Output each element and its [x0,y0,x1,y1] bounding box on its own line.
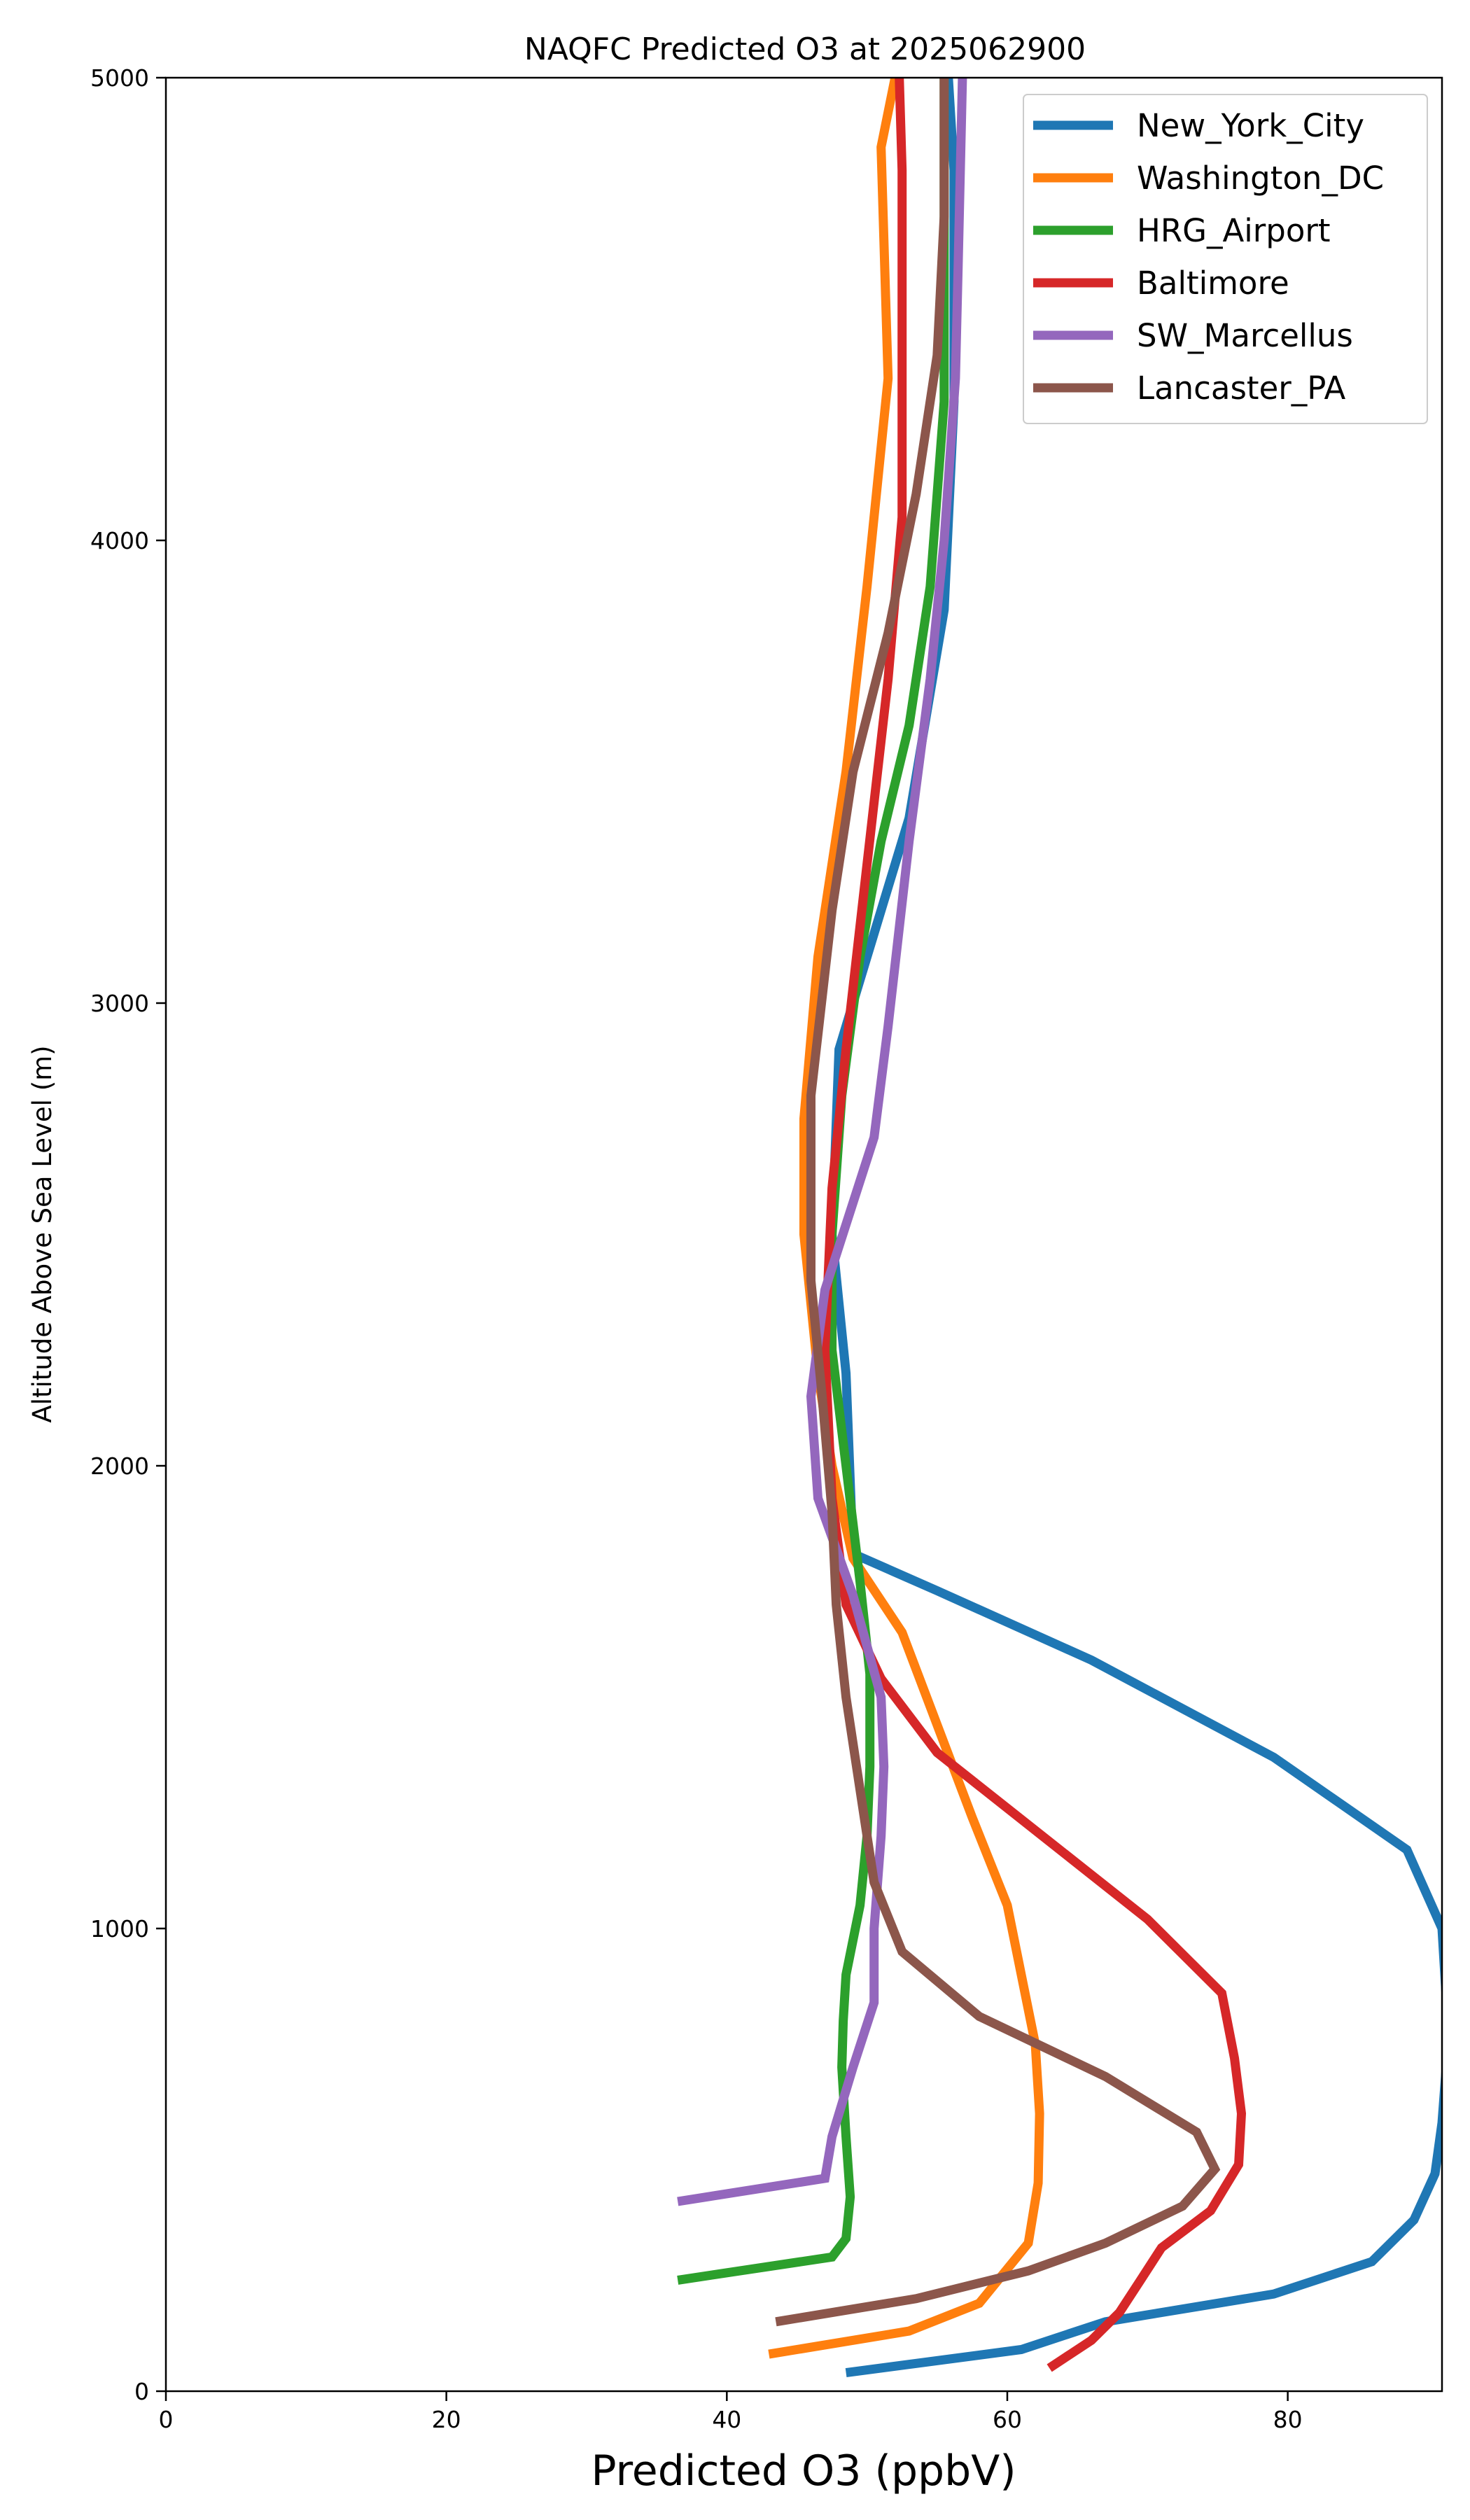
series-line-sw-marcellus [677,78,967,2206]
legend-box [1023,94,1428,424]
x-tick-label: 20 [432,2406,461,2433]
y-tick-label: 3000 [90,990,149,1017]
series-line-baltimore [820,78,1247,2372]
series-line-washington-dc [768,78,1044,2359]
y-axis: 0 1000 2000 3000 4000 5000 [90,64,166,2405]
legend-label: New_York_City [1137,107,1364,144]
x-tick-label: 60 [993,2406,1022,2433]
plot-frame [164,76,1443,2393]
legend-label: Baltimore [1137,265,1289,302]
chart-title: NAQFC Predicted O3 at 2025062900 [524,31,1086,67]
y-tick-label: 1000 [90,1915,149,1942]
y-tick-label: 5000 [90,64,149,92]
y-axis-label: Altitude Above Sea Level (m) [27,1045,57,1422]
series-layer [677,78,1442,2378]
y-tick-label: 2000 [90,1452,149,1480]
x-axis-label: Predicted O3 (ppbV) [591,2446,1016,2496]
legend-label: Lancaster_PA [1137,370,1346,407]
x-axis: 0 20 40 60 80 [159,2391,1303,2433]
legend-label: SW_Marcellus [1137,317,1353,354]
series-line-lancaster-pa [775,78,1221,2327]
x-tick-label: 80 [1273,2406,1303,2433]
y-tick-label: 4000 [90,527,149,554]
x-tick-label: 40 [712,2406,741,2433]
legend-label: Washington_DC [1137,160,1384,197]
legend: New_York_City Washington_DC HRG_Airport Bal… [1023,94,1428,424]
x-tick-label: 0 [159,2406,174,2433]
legend-label: HRG_Airport [1137,212,1331,249]
y-tick-label: 0 [134,2378,149,2405]
